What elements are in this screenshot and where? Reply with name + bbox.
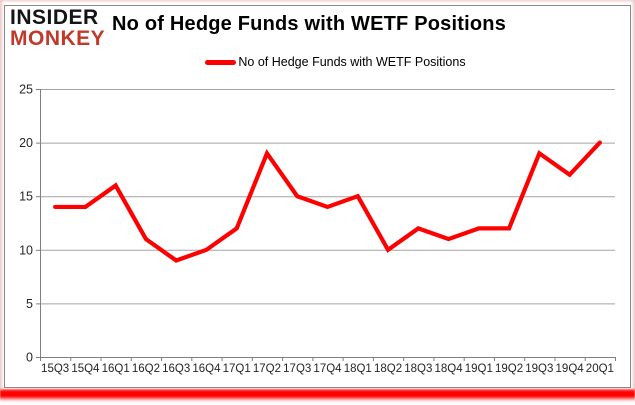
chart-title: No of Hedge Funds with WETF Positions xyxy=(112,13,507,35)
x-axis-labels: 15Q3 15Q4 16Q1 16Q2 16Q3 16Q4 17Q1 17Q2 17Q3 17Q4… xyxy=(40,357,616,375)
svg-text:5: 5 xyxy=(26,297,33,311)
svg-text:19Q4: 19Q4 xyxy=(556,363,585,375)
insider-monkey-logo: INSIDER MONKEY xyxy=(10,7,105,49)
svg-text:0: 0 xyxy=(26,351,33,365)
svg-text:16Q1: 16Q1 xyxy=(102,363,130,375)
svg-text:17Q3: 17Q3 xyxy=(283,363,311,375)
chart-legend: No of Hedge Funds with WETF Positions xyxy=(18,55,635,69)
svg-text:15Q3: 15Q3 xyxy=(41,363,69,375)
axes xyxy=(40,89,615,361)
svg-text:17Q2: 17Q2 xyxy=(253,363,281,375)
svg-text:18Q3: 18Q3 xyxy=(404,363,432,375)
page-edge-glow-left xyxy=(0,0,4,389)
data-line xyxy=(53,140,602,263)
svg-text:17Q1: 17Q1 xyxy=(223,363,251,375)
svg-text:15Q4: 15Q4 xyxy=(71,363,100,375)
svg-text:20Q1: 20Q1 xyxy=(586,363,614,375)
y-axis-labels: 0 5 10 15 20 25 xyxy=(19,83,40,365)
svg-text:25: 25 xyxy=(19,83,33,97)
page-edge-glow-top xyxy=(0,0,635,3)
svg-text:17Q4: 17Q4 xyxy=(313,363,342,375)
svg-text:16Q3: 16Q3 xyxy=(162,363,190,375)
svg-text:18Q1: 18Q1 xyxy=(344,363,372,375)
svg-text:18Q4: 18Q4 xyxy=(434,363,463,375)
legend-line-marker xyxy=(205,59,237,65)
svg-text:16Q4: 16Q4 xyxy=(192,363,221,375)
svg-text:15: 15 xyxy=(19,190,33,204)
legend-series-label: No of Hedge Funds with WETF Positions xyxy=(238,55,466,69)
svg-text:10: 10 xyxy=(19,243,33,257)
page-edge-glow-right xyxy=(631,0,635,389)
y-gridlines xyxy=(41,89,615,305)
page-edge-glow-bottom xyxy=(0,389,635,402)
svg-text:16Q2: 16Q2 xyxy=(132,363,160,375)
logo-line-monkey: MONKEY xyxy=(10,27,106,50)
logo-line-insider: INSIDER xyxy=(10,6,99,29)
svg-text:19Q1: 19Q1 xyxy=(465,363,493,375)
svg-text:18Q2: 18Q2 xyxy=(374,363,402,375)
svg-text:20: 20 xyxy=(19,136,33,150)
svg-text:19Q2: 19Q2 xyxy=(495,363,523,375)
svg-text:19Q3: 19Q3 xyxy=(525,363,553,375)
